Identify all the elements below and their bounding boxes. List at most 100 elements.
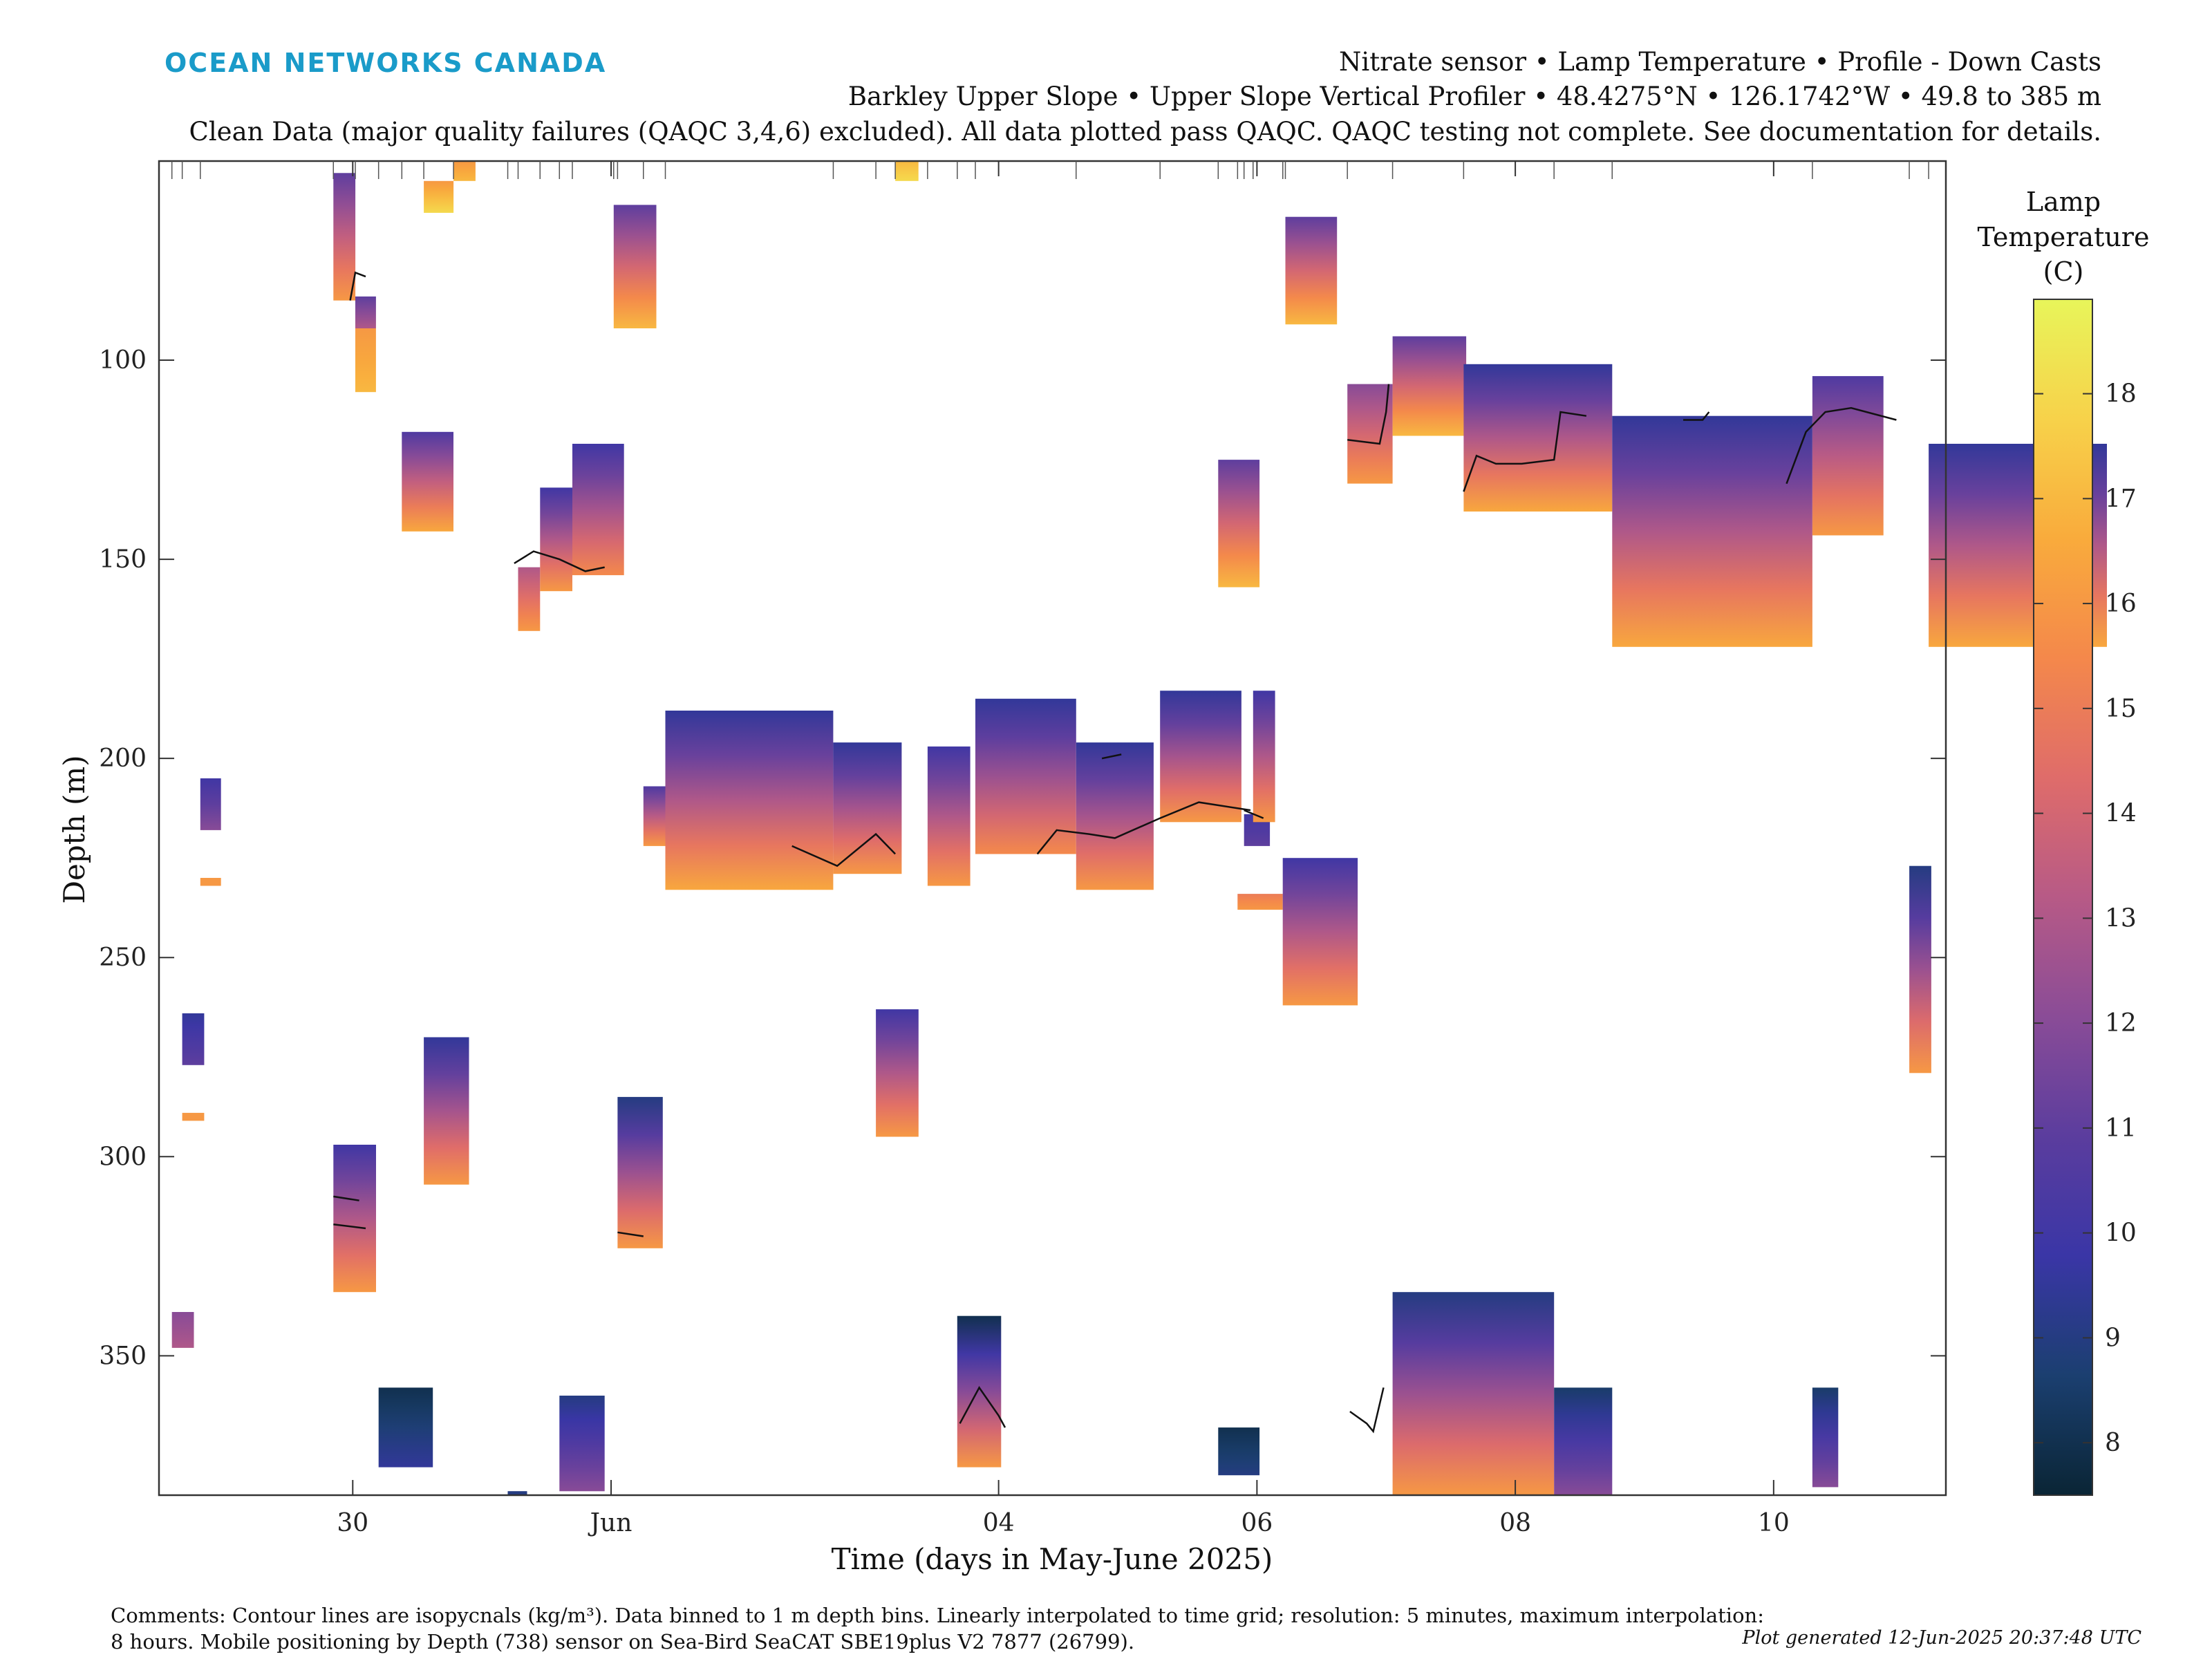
- comments-line1: Comments: Contour lines are isopycnals (…: [111, 1604, 1764, 1627]
- y-tick-label: 350: [99, 1342, 147, 1370]
- x-tick-label: 08: [1499, 1509, 1531, 1537]
- colorbar-tick-label: 10: [2105, 1219, 2137, 1248]
- heatmap-cell: [613, 205, 657, 328]
- heatmap-cell: [1812, 1387, 1839, 1488]
- heatmap-cell: [559, 1396, 605, 1492]
- heatmap-cell: [182, 1013, 205, 1065]
- isopycnal-line: [1244, 809, 1264, 819]
- heatmap-cell: [1392, 336, 1467, 436]
- heatmap-cell: [402, 431, 453, 532]
- isopycnal-line: [349, 271, 366, 301]
- heatmap-cell: [1463, 364, 1613, 512]
- heatmap-cell: [617, 1096, 663, 1248]
- heatmap-cell: [895, 161, 919, 181]
- heatmap-cell: [1218, 1427, 1260, 1476]
- heatmap-cell: [518, 567, 541, 631]
- y-tick-label: 100: [99, 346, 147, 375]
- heatmap-cell: [572, 444, 624, 576]
- y-tick-label: 250: [99, 944, 147, 972]
- heatmap-cell: [378, 1387, 433, 1468]
- heatmap-cell: [1076, 742, 1154, 890]
- isopycnal-line: [333, 1195, 359, 1201]
- heatmap-cell: [182, 1112, 205, 1121]
- heatmap-cell: [1285, 216, 1338, 325]
- heatmap-cell: [355, 296, 376, 328]
- y-tick-label: 200: [99, 744, 147, 773]
- plot-generated-timestamp: Plot generated 12-Jun-2025 20:37:48 UTC: [1741, 1627, 2141, 1649]
- y-tick-label: 300: [99, 1143, 147, 1171]
- colorbar-title-line1: Lamp: [2026, 187, 2101, 217]
- isopycnal-line: [617, 1231, 644, 1237]
- x-tick-label: 06: [1241, 1509, 1273, 1537]
- heatmap-cell: [200, 878, 221, 886]
- heatmap-cell: [1218, 460, 1260, 588]
- heatmap-cell: [957, 1315, 1002, 1468]
- isopycnal-contours: [333, 271, 1897, 1434]
- y-axis-label: Depth (m): [57, 755, 91, 903]
- heatmap-cell: [200, 778, 221, 830]
- heatmap-cell: [540, 487, 572, 592]
- colorbar-tick-label: 9: [2105, 1324, 2121, 1352]
- heatmap-cell: [1909, 865, 1931, 1074]
- colorbar-title-line2: Temperature: [1978, 222, 2150, 252]
- isopycnal-line: [959, 1386, 1006, 1428]
- isopycnal-line: [1785, 406, 1897, 485]
- colorbar-tick-label: 8: [2105, 1429, 2121, 1457]
- heatmap-cell: [1554, 1387, 1613, 1495]
- colorbar-tick-label: 13: [2105, 904, 2137, 932]
- chart-title-line3: Clean Data (major quality failures (QAQC…: [189, 117, 2101, 147]
- heatmap-cell: [1237, 894, 1283, 910]
- y-tick-label: 150: [99, 545, 147, 574]
- profile-cast-markers: [171, 161, 1929, 179]
- colorbar-tick-label: 17: [2105, 485, 2137, 513]
- colorbar-tick-label: 15: [2105, 695, 2137, 723]
- heatmap-cell: [424, 1037, 469, 1185]
- heatmap-cell: [833, 742, 902, 874]
- plot-frame: [158, 160, 1947, 1497]
- chart-title-line2: Barkley Upper Slope • Upper Slope Vertic…: [848, 82, 2101, 111]
- x-tick-label: 30: [337, 1509, 368, 1537]
- heatmap-cell: [1812, 376, 1884, 536]
- heatmap-cell: [424, 180, 454, 213]
- colorbar-gradient: [2033, 299, 2093, 1496]
- isopycnal-line: [1036, 801, 1251, 855]
- heatmap-cell: [333, 173, 356, 301]
- heatmap-cell: [333, 1145, 376, 1293]
- heatmap-cells: [171, 161, 2107, 1495]
- heatmap-cell: [355, 328, 376, 393]
- isopycnal-line: [1463, 411, 1587, 492]
- x-axis-ticks: 30 Jun 04 06 08 10: [337, 161, 1790, 1537]
- heatmap-cell: [1347, 384, 1393, 484]
- colorbar-tick-label: 12: [2105, 1009, 2137, 1038]
- colorbar-tick-label: 14: [2105, 800, 2137, 828]
- heatmap-cell: [1612, 415, 1812, 647]
- colorbar-ticks: 8 9 10 11 12 13 14 15 16 17 18: [2034, 380, 2137, 1457]
- colorbar: Lamp Temperature (C) 8 9 10 11 12 13 14 15 16 17 1…: [1978, 187, 2150, 1496]
- x-tick-label: Jun: [588, 1509, 632, 1537]
- isopycnal-line: [1101, 753, 1122, 760]
- heatmap-cell: [507, 1491, 527, 1495]
- heatmap-cell: [1282, 858, 1358, 1006]
- x-tick-label: 04: [983, 1509, 1015, 1537]
- x-tick-label: 10: [1758, 1509, 1790, 1537]
- colorbar-tick-label: 11: [2105, 1114, 2137, 1143]
- heatmap-cell: [453, 161, 476, 181]
- heatmap-cell: [876, 1009, 919, 1137]
- heatmap-cell: [665, 711, 834, 890]
- heatmap-cell: [927, 746, 971, 886]
- isopycnal-line: [1683, 411, 1710, 421]
- isopycnal-line: [791, 832, 896, 868]
- colorbar-tick-label: 18: [2105, 380, 2137, 409]
- isopycnal-line: [1349, 1387, 1385, 1434]
- isopycnal-line: [333, 1223, 366, 1230]
- heatmap-cell: [1160, 691, 1241, 823]
- heatmap-cell: [975, 698, 1076, 854]
- comments-line2: 8 hours. Mobile positioning by Depth (73…: [111, 1630, 1134, 1653]
- isopycnal-line: [1347, 384, 1390, 445]
- colorbar-tick-label: 16: [2105, 590, 2137, 618]
- heatmap-cell: [171, 1312, 194, 1348]
- colorbar-title-line3: (C): [2043, 256, 2084, 287]
- chart-title-line1: Nitrate sensor • Lamp Temperature • Prof…: [1339, 47, 2101, 77]
- onc-logo: OCEAN NETWORKS CANADA: [165, 48, 606, 78]
